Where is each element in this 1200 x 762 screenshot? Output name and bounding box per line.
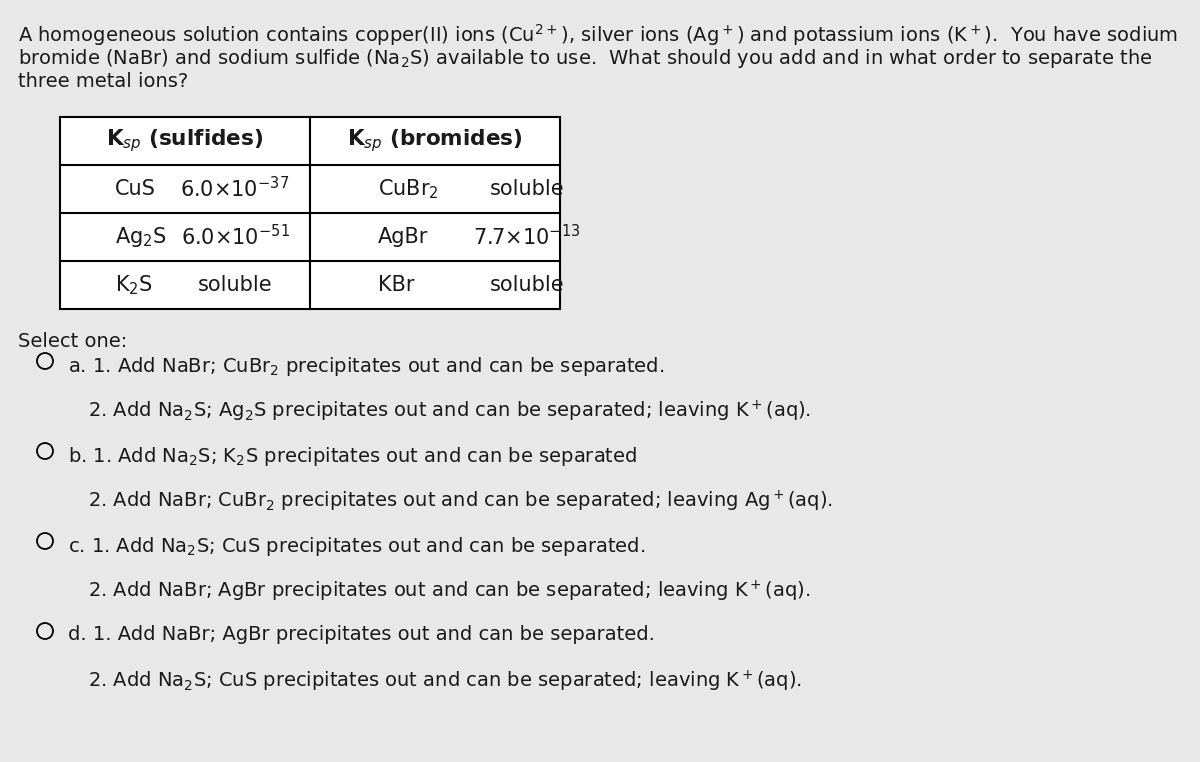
- Text: Select one:: Select one:: [18, 332, 127, 351]
- Bar: [60, 117, 560, 309]
- Text: d. 1. Add NaBr; AgBr precipitates out and can be separated.: d. 1. Add NaBr; AgBr precipitates out an…: [68, 625, 655, 644]
- Text: CuBr$_2$: CuBr$_2$: [378, 178, 439, 201]
- Text: A homogeneous solution contains copper(II) ions (Cu$^{2+}$), silver ions (Ag$^+$: A homogeneous solution contains copper(I…: [18, 22, 1178, 48]
- Text: 2. Add Na$_2$S; CuS precipitates out and can be separated; leaving K$^+$(aq).: 2. Add Na$_2$S; CuS precipitates out and…: [88, 669, 802, 694]
- Text: a. 1. Add NaBr; CuBr$_2$ precipitates out and can be separated.: a. 1. Add NaBr; CuBr$_2$ precipitates ou…: [68, 355, 665, 378]
- Text: Ag$_2$S: Ag$_2$S: [115, 225, 167, 249]
- Text: bromide (NaBr) and sodium sulfide (Na$_2$S) available to use.  What should you a: bromide (NaBr) and sodium sulfide (Na$_2…: [18, 47, 1152, 70]
- Text: 2. Add NaBr; CuBr$_2$ precipitates out and can be separated; leaving Ag$^+$(aq).: 2. Add NaBr; CuBr$_2$ precipitates out a…: [88, 489, 833, 514]
- Text: KBr: KBr: [378, 275, 415, 295]
- Text: soluble: soluble: [198, 275, 272, 295]
- Text: 2. Add Na$_2$S; Ag$_2$S precipitates out and can be separated; leaving K$^+$(aq): 2. Add Na$_2$S; Ag$_2$S precipitates out…: [88, 399, 811, 424]
- Text: AgBr: AgBr: [378, 227, 428, 247]
- Text: soluble: soluble: [490, 179, 564, 199]
- Text: three metal ions?: three metal ions?: [18, 72, 188, 91]
- Text: K$_{sp}$ (bromides): K$_{sp}$ (bromides): [347, 127, 523, 155]
- Text: c. 1. Add Na$_2$S; CuS precipitates out and can be separated.: c. 1. Add Na$_2$S; CuS precipitates out …: [68, 535, 646, 558]
- Text: soluble: soluble: [490, 275, 564, 295]
- Text: 7.7×10$^{-13}$: 7.7×10$^{-13}$: [473, 224, 581, 250]
- Text: b. 1. Add Na$_2$S; K$_2$S precipitates out and can be separated: b. 1. Add Na$_2$S; K$_2$S precipitates o…: [68, 445, 637, 468]
- Text: CuS: CuS: [115, 179, 156, 199]
- Text: K$_2$S: K$_2$S: [115, 274, 152, 297]
- Text: K$_{sp}$ (sulfides): K$_{sp}$ (sulfides): [107, 127, 264, 155]
- Text: 6.0×10$^{-37}$: 6.0×10$^{-37}$: [180, 176, 289, 202]
- Text: 6.0×10$^{-51}$: 6.0×10$^{-51}$: [180, 224, 289, 250]
- Text: 2. Add NaBr; AgBr precipitates out and can be separated; leaving K$^+$(aq).: 2. Add NaBr; AgBr precipitates out and c…: [88, 579, 810, 604]
